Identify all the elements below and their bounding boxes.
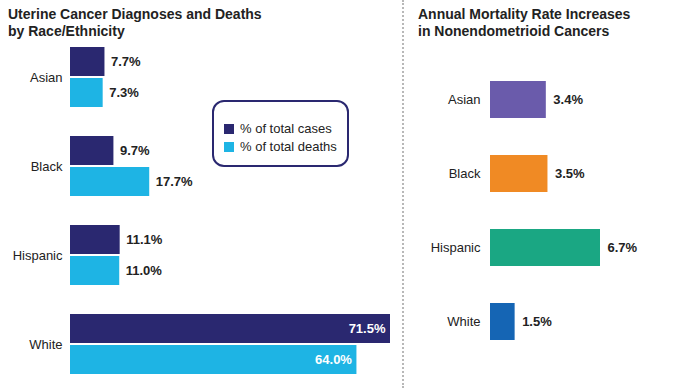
svg-text:7.3%: 7.3% [109, 85, 139, 100]
svg-text:White: White [29, 337, 62, 352]
svg-text:7.7%: 7.7% [111, 54, 141, 69]
svg-text:11.0%: 11.0% [126, 263, 163, 278]
html-text:% of total deaths: % of total deaths [240, 139, 337, 154]
svg-text:Black: Black [31, 159, 63, 174]
svg-text:64.0%: 64.0% [315, 352, 352, 367]
html-text:Uterine Cancer Diagnoses and D: Uterine Cancer Diagnoses and Deaths by R… [8, 6, 262, 39]
svg-text:3.5%: 3.5% [555, 166, 585, 181]
html-text:% of total cases: % of total cases [240, 121, 332, 136]
svg-text:Hispanic: Hispanic [431, 240, 481, 255]
svg-text:11.1%: 11.1% [126, 232, 163, 247]
svg-text:Asian: Asian [30, 70, 63, 85]
html-text:Annual Mortality Rate Increase: Annual Mortality Rate Increases in Nonen… [418, 6, 631, 39]
svg-text:1.5%: 1.5% [522, 314, 552, 329]
svg-text:Black: Black [449, 166, 481, 181]
svg-text:17.7%: 17.7% [156, 174, 193, 189]
svg-text:9.7%: 9.7% [120, 143, 150, 158]
svg-text:6.7%: 6.7% [608, 240, 638, 255]
svg-text:3.4%: 3.4% [553, 92, 583, 107]
svg-text:White: White [447, 314, 480, 329]
svg-text:71.5%: 71.5% [349, 321, 386, 336]
svg-text:Hispanic: Hispanic [13, 248, 63, 263]
svg-text:Asian: Asian [448, 92, 481, 107]
